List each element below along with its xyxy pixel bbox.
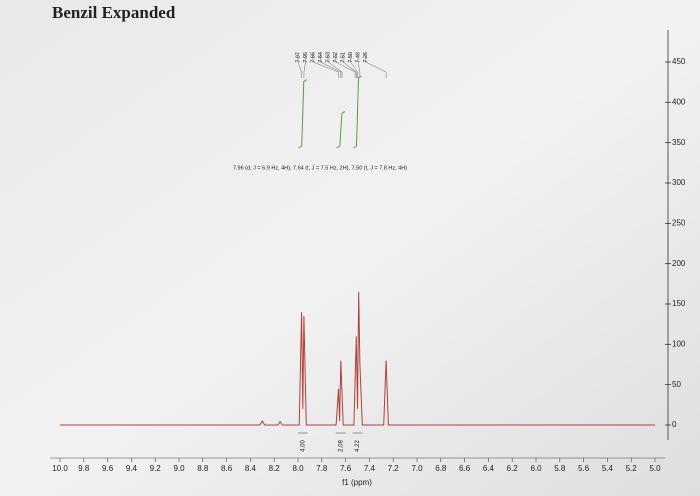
x-tick-label: 8.0 bbox=[292, 464, 304, 473]
x-tick-label: 6.4 bbox=[483, 464, 495, 473]
x-tick-label: 7.0 bbox=[411, 464, 423, 473]
x-tick-label: 7.6 bbox=[340, 464, 352, 473]
peak-connector bbox=[312, 54, 339, 78]
peak-label: 7.63 bbox=[325, 52, 331, 63]
x-axis-label: f1 (ppm) bbox=[342, 478, 372, 487]
peak-connector bbox=[297, 54, 302, 78]
x-tick-label: 5.6 bbox=[578, 464, 590, 473]
x-tick-label: 5.4 bbox=[602, 464, 614, 473]
integral-label: 2.08 bbox=[338, 440, 344, 452]
peak-label: 7.50 bbox=[348, 52, 354, 63]
x-tick-label: 6.6 bbox=[459, 464, 471, 473]
peak-connector bbox=[342, 54, 357, 78]
y-tick-label: 150 bbox=[672, 299, 686, 308]
peak-connector bbox=[335, 54, 356, 78]
integral-curve bbox=[298, 79, 308, 149]
peak-connector bbox=[350, 54, 358, 78]
x-tick-label: 10.0 bbox=[52, 464, 68, 473]
x-tick-label: 8.8 bbox=[197, 464, 209, 473]
y-tick-label: 450 bbox=[672, 57, 686, 66]
peak-label: 7.64 bbox=[318, 52, 324, 63]
y-tick-label: 200 bbox=[672, 259, 686, 268]
chart-title: Benzil Expanded bbox=[52, 3, 176, 22]
x-tick-label: 5.2 bbox=[626, 464, 638, 473]
x-tick-label: 7.4 bbox=[364, 464, 376, 473]
y-tick-label: 400 bbox=[672, 97, 686, 106]
x-tick-label: 6.8 bbox=[435, 464, 447, 473]
peak-label: 7.66 bbox=[310, 52, 316, 63]
peak-label: 7.51 bbox=[340, 52, 346, 63]
peak-label: 7.26 bbox=[363, 52, 369, 63]
y-tick-label: 350 bbox=[672, 138, 686, 147]
y-tick-label: 250 bbox=[672, 218, 686, 227]
y-tick-label: 300 bbox=[672, 178, 686, 187]
x-tick-label: 8.2 bbox=[269, 464, 281, 473]
spectrum-line bbox=[60, 291, 655, 426]
x-tick-label: 7.2 bbox=[388, 464, 400, 473]
peak-connector bbox=[303, 54, 306, 78]
x-tick-label: 9.2 bbox=[150, 464, 162, 473]
integral-label: 4.22 bbox=[355, 440, 361, 452]
peak-label: 7.52 bbox=[333, 52, 339, 63]
x-tick-label: 5.8 bbox=[554, 464, 566, 473]
y-tick-label: 50 bbox=[672, 380, 681, 389]
x-tick-label: 6.0 bbox=[530, 464, 542, 473]
peak-label: 7.48 bbox=[355, 52, 361, 63]
x-tick-label: 8.4 bbox=[245, 464, 257, 473]
peak-connector bbox=[327, 54, 343, 78]
x-tick-label: 9.0 bbox=[173, 464, 185, 473]
peak-connector bbox=[320, 54, 342, 78]
peak-connector bbox=[357, 54, 361, 78]
peak-connector bbox=[365, 54, 387, 78]
x-tick-label: 9.8 bbox=[78, 464, 90, 473]
y-tick-label: 100 bbox=[672, 339, 686, 348]
x-tick-label: 5.0 bbox=[649, 464, 661, 473]
integral-label: 4.00 bbox=[300, 440, 306, 452]
x-tick-label: 9.4 bbox=[126, 464, 138, 473]
x-tick-label: 8.6 bbox=[221, 464, 233, 473]
x-tick-label: 9.6 bbox=[102, 464, 114, 473]
x-tick-label: 6.2 bbox=[507, 464, 519, 473]
y-tick-label: 0 bbox=[672, 420, 677, 429]
peak-label: 7.97 bbox=[295, 52, 301, 63]
integral-curve bbox=[336, 111, 346, 149]
annotation: 7.96 (d, J = 6.9 Hz, 4H), 7.64 (t, J = 7… bbox=[233, 165, 407, 171]
x-tick-label: 7.8 bbox=[316, 464, 328, 473]
peak-label: 7.95 bbox=[303, 52, 309, 63]
